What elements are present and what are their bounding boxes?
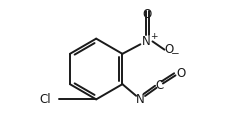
Text: +: + [150, 32, 157, 41]
Text: −: − [171, 49, 180, 59]
Text: O: O [165, 43, 174, 56]
Text: C: C [155, 79, 164, 92]
Text: Cl: Cl [39, 93, 51, 106]
Text: N: N [136, 93, 145, 106]
Text: N: N [141, 35, 150, 48]
Text: O: O [143, 8, 152, 21]
Text: O: O [177, 67, 186, 80]
